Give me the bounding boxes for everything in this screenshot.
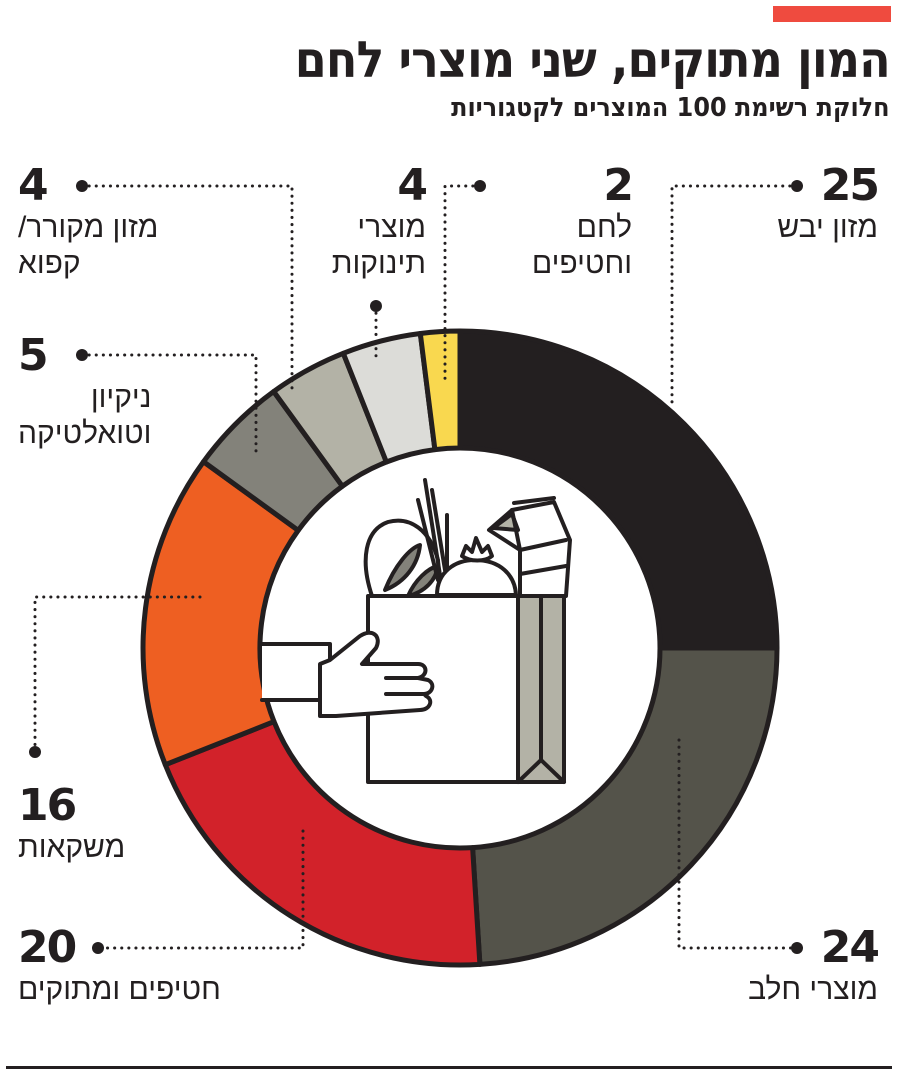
label-value: 25	[820, 160, 880, 211]
label-bread: 2 לחם וחטיפים	[531, 160, 634, 282]
connector-dry-food	[670, 184, 799, 407]
segment-snacks	[162, 719, 483, 968]
connector-dot-dairy	[791, 942, 803, 954]
connector-dot-snacks	[92, 942, 104, 954]
label-name: קפוא	[18, 247, 81, 280]
connector-dot-frozen	[76, 180, 88, 192]
label-name: חטיפים ומתוקים	[18, 973, 221, 1006]
connector-drinks	[33, 595, 202, 754]
label-frozen: 4 מזון מקורר/ קפוא	[18, 162, 158, 282]
connector-dot-drinks	[29, 746, 41, 758]
label-value: 24	[820, 922, 880, 973]
segment-dry-food	[457, 328, 780, 651]
grocery-bag-icon	[260, 478, 572, 784]
label-name: מזון יבש	[777, 211, 878, 244]
label-value: 20	[18, 922, 77, 973]
label-cleaning: 5 ניקיון וטואלטיקה	[18, 332, 151, 452]
segment-dairy	[470, 645, 780, 967]
label-name: מוצרי	[357, 211, 426, 244]
connector-frozen	[80, 184, 294, 394]
label-name: לחם	[576, 211, 632, 244]
label-drinks: 16 משקאות	[18, 782, 125, 866]
connector-cleaning	[80, 353, 258, 454]
label-name: משקאות	[18, 831, 126, 864]
connector-dot-bread	[474, 180, 486, 192]
accent-bar	[773, 6, 891, 22]
label-name: תינוקות	[331, 247, 426, 280]
segment-bread	[417, 328, 463, 453]
connector-dot-dry-food	[791, 180, 803, 192]
label-name: וחטיפים	[531, 247, 632, 280]
label-value: 16	[18, 780, 77, 831]
chart-subtitle: חלוקת רשימת 100 המוצרים לקטגוריות	[451, 93, 890, 123]
label-value: 4	[397, 160, 428, 211]
label-dairy: 24 מוצרי חלב	[748, 922, 880, 1008]
label-value: 2	[603, 160, 634, 211]
connector-dot-baby	[370, 300, 382, 312]
label-dry-food: 25 מזון יבש	[777, 160, 880, 246]
label-name: מוצרי חלב	[748, 973, 878, 1006]
label-snacks: 20 חטיפים ומתוקים	[18, 924, 221, 1008]
label-name: וטואלטיקה	[18, 417, 152, 450]
label-baby: 4 מוצרי תינוקות	[331, 160, 428, 282]
label-value: 5	[18, 330, 49, 381]
bottom-rule	[6, 1066, 892, 1069]
connector-bread	[443, 184, 482, 382]
chart-title: המון מתוקים, שני מוצרי לחם	[294, 31, 891, 89]
label-name: ניקיון	[90, 381, 152, 414]
label-value: 4	[18, 160, 49, 211]
connector-dot-cleaning	[76, 349, 88, 361]
label-name: מזון מקורר/	[18, 211, 159, 244]
